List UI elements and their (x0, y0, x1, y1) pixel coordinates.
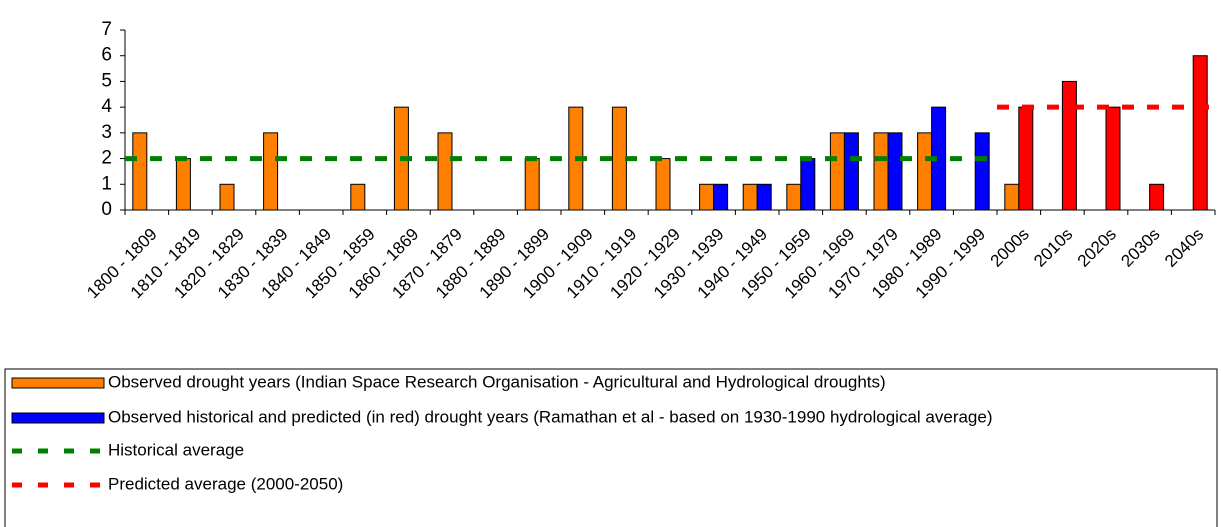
bar (829, 132, 845, 211)
bar (742, 183, 758, 211)
legend: Observed drought years (Indian Space Res… (11, 372, 993, 493)
bar (1018, 106, 1034, 211)
bar (1192, 55, 1208, 211)
bar (611, 106, 627, 211)
y-tick-label: 3 (101, 122, 112, 143)
bar (800, 158, 816, 211)
legend-label: Predicted average (2000-2050) (108, 474, 343, 493)
x-tick-label: 2020s (1074, 225, 1120, 271)
bar (350, 183, 366, 211)
bar (1149, 183, 1165, 211)
bar (699, 183, 715, 211)
y-tick-label: 5 (101, 70, 112, 91)
bar (843, 132, 859, 211)
bar (132, 132, 148, 211)
bar (887, 132, 903, 211)
bar (524, 158, 540, 211)
bar (713, 183, 729, 211)
y-tick-label: 6 (101, 45, 112, 66)
bar (786, 183, 802, 211)
bar (263, 132, 279, 211)
x-tick-label: 2000s (987, 225, 1033, 271)
bar (175, 158, 191, 211)
legend-label: Observed drought years (Indian Space Res… (108, 372, 886, 391)
bar (974, 132, 990, 211)
bar (219, 183, 235, 211)
bar (655, 158, 671, 211)
y-tick-label: 4 (101, 96, 112, 117)
legend-swatch (11, 377, 105, 389)
legend-label: Observed historical and predicted (in re… (108, 407, 993, 426)
legend-label: Historical average (108, 440, 244, 459)
y-tick-label: 1 (101, 173, 112, 194)
legend-swatch (11, 412, 105, 424)
x-tick-label: 2040s (1161, 225, 1207, 271)
y-tick-label: 0 (101, 199, 112, 220)
bar (756, 183, 772, 211)
y-tick-label: 2 (101, 148, 112, 169)
x-tick-label: 2030s (1117, 225, 1163, 271)
bar (437, 132, 453, 211)
bar (1061, 80, 1077, 211)
bar (1004, 183, 1020, 211)
legend-box (4, 368, 1218, 527)
bar (873, 132, 889, 211)
y-tick-label: 7 (101, 19, 112, 40)
bar (917, 132, 933, 211)
bar (1105, 106, 1121, 211)
x-tick-label: 2010s (1030, 225, 1076, 271)
